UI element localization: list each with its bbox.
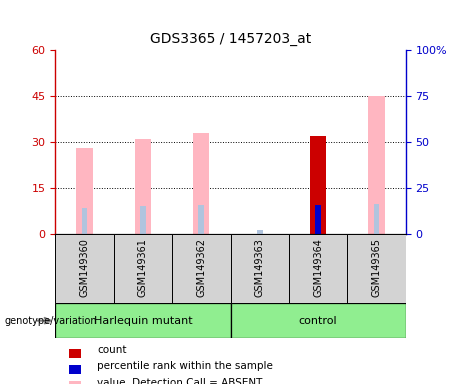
Bar xyxy=(289,234,347,303)
Text: Harlequin mutant: Harlequin mutant xyxy=(94,316,192,326)
Title: GDS3365 / 1457203_at: GDS3365 / 1457203_at xyxy=(150,32,311,46)
Bar xyxy=(198,205,204,234)
Bar xyxy=(77,148,93,234)
Text: GSM149361: GSM149361 xyxy=(138,238,148,296)
Bar xyxy=(82,207,88,234)
Bar xyxy=(315,205,321,234)
Text: GSM149360: GSM149360 xyxy=(79,238,89,296)
Bar xyxy=(368,96,384,234)
Bar xyxy=(69,381,81,384)
Bar xyxy=(69,349,81,358)
Bar xyxy=(347,234,406,303)
Bar xyxy=(193,133,209,234)
Text: control: control xyxy=(299,316,337,326)
Text: value, Detection Call = ABSENT: value, Detection Call = ABSENT xyxy=(97,377,263,384)
Text: GSM149364: GSM149364 xyxy=(313,238,323,296)
Text: count: count xyxy=(97,345,127,355)
Bar xyxy=(135,139,151,234)
Bar xyxy=(373,204,379,234)
Bar xyxy=(230,303,406,338)
Bar xyxy=(69,365,81,374)
Text: GSM149365: GSM149365 xyxy=(372,238,382,297)
Bar xyxy=(140,206,146,234)
Bar xyxy=(55,234,114,303)
Text: GSM149363: GSM149363 xyxy=(254,238,265,296)
Bar xyxy=(257,230,263,234)
Bar xyxy=(172,234,230,303)
Text: percentile rank within the sample: percentile rank within the sample xyxy=(97,361,273,371)
Bar xyxy=(310,136,326,234)
Text: genotype/variation: genotype/variation xyxy=(5,316,97,326)
Bar xyxy=(114,234,172,303)
Bar xyxy=(55,303,230,338)
Text: GSM149362: GSM149362 xyxy=(196,238,207,297)
Bar xyxy=(230,234,289,303)
